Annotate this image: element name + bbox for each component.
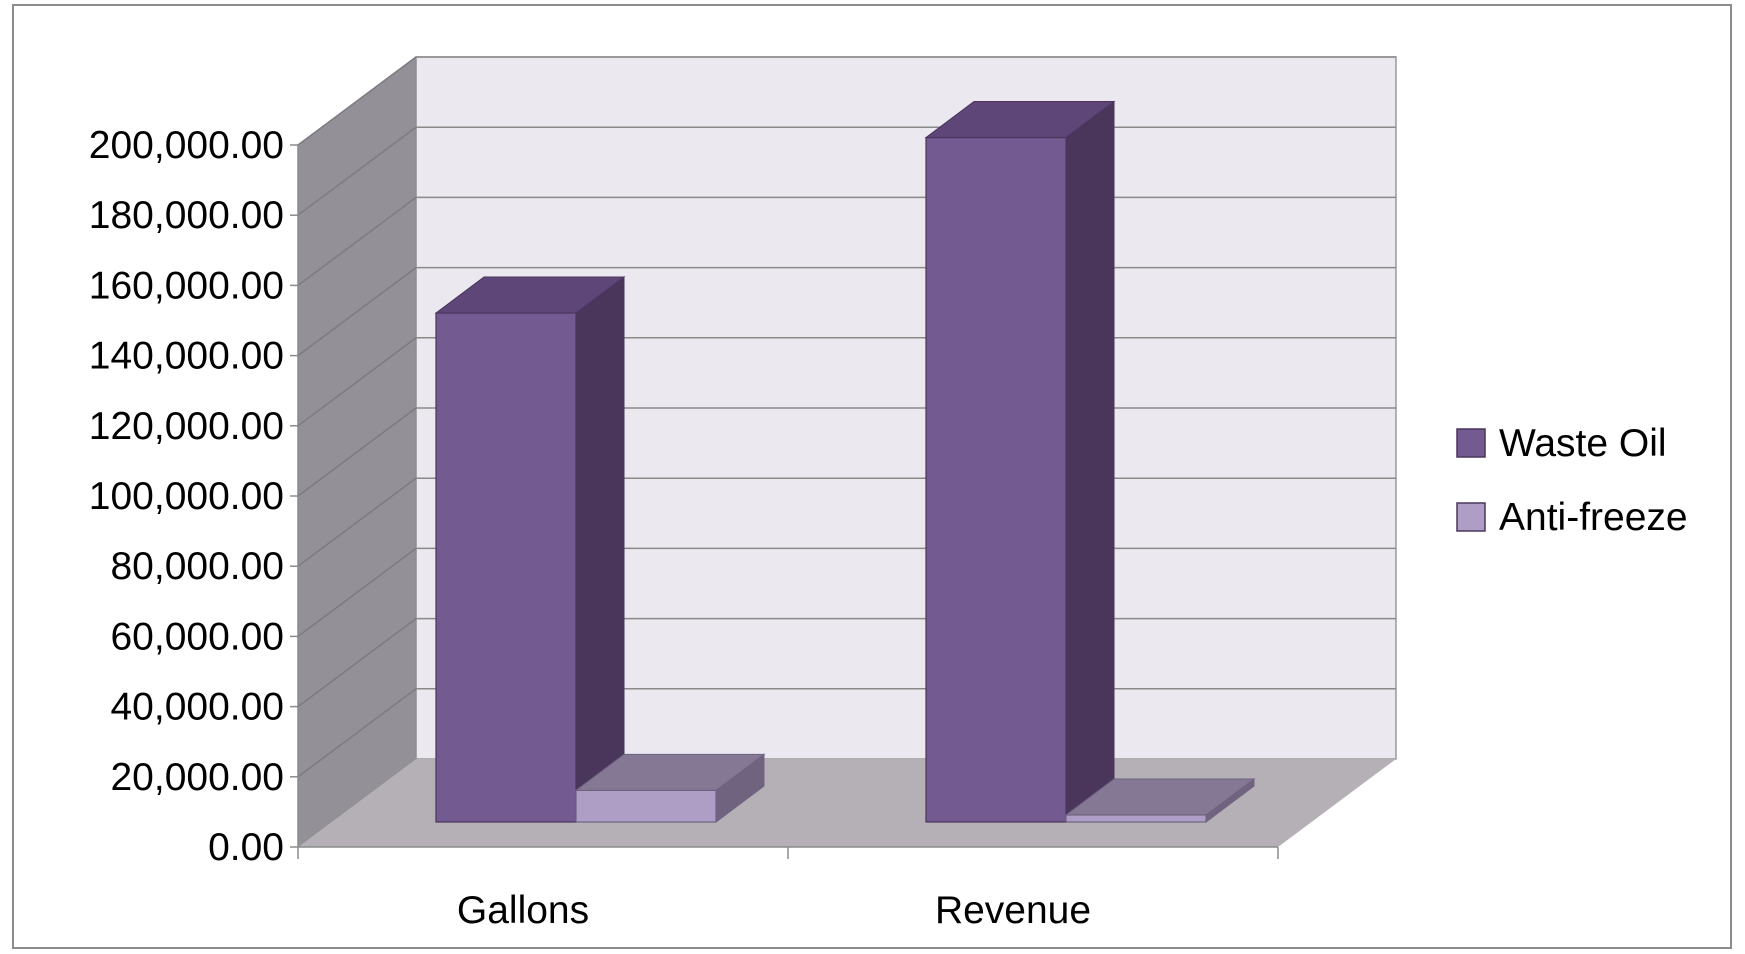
side-gridline bbox=[297, 617, 417, 708]
legend-label-anti-freeze: Anti-freeze bbox=[1499, 496, 1688, 539]
legend: Waste Oil Anti-freeze bbox=[1456, 422, 1688, 539]
y-tick-label-6: 120,000.00 bbox=[89, 405, 284, 448]
x-axis-category-labels: Gallons Revenue bbox=[457, 889, 1091, 932]
side-gridline bbox=[297, 407, 417, 497]
y-tick-label-8: 160,000.00 bbox=[89, 264, 284, 307]
side-gridline bbox=[297, 266, 417, 357]
legend-swatch-anti-freeze bbox=[1456, 502, 1486, 532]
bars bbox=[434, 100, 1256, 823]
y-axis-tick-labels: 0.00 20,000.00 40,000.00 60,000.00 80,00… bbox=[89, 124, 284, 869]
bar-side-waste-oil-revenue bbox=[1065, 100, 1115, 823]
side-gridline bbox=[297, 477, 417, 567]
bar-side-waste-oil-gallons bbox=[575, 276, 625, 823]
y-tick-label-2: 40,000.00 bbox=[110, 686, 284, 729]
y-tick-label-9: 180,000.00 bbox=[89, 194, 284, 237]
y-tick-label-7: 140,000.00 bbox=[89, 335, 284, 378]
bar-front-anti-freeze-gallons bbox=[575, 789, 717, 823]
side-gridline bbox=[297, 688, 417, 778]
y-tick-label-10: 200,000.00 bbox=[89, 124, 284, 167]
side-gridline bbox=[297, 56, 417, 146]
bar-front-waste-oil-revenue bbox=[925, 136, 1067, 823]
axes bbox=[290, 144, 1279, 859]
y-tick-label-5: 100,000.00 bbox=[89, 475, 284, 518]
legend-label-waste-oil: Waste Oil bbox=[1499, 422, 1667, 465]
bar-front-waste-oil-gallons bbox=[435, 312, 577, 823]
y-tick-label-3: 60,000.00 bbox=[110, 615, 284, 658]
x-category-label-gallons: Gallons bbox=[457, 889, 589, 932]
legend-swatch-waste-oil bbox=[1456, 428, 1486, 458]
y-tick-label-0: 0.00 bbox=[208, 826, 284, 869]
side-gridline bbox=[297, 547, 417, 638]
bar-front-anti-freeze-revenue bbox=[1065, 814, 1207, 823]
y-tick-label-4: 80,000.00 bbox=[110, 545, 284, 588]
side-gridline bbox=[297, 337, 417, 427]
y-tick-label-1: 20,000.00 bbox=[110, 756, 284, 799]
side-gridline bbox=[297, 196, 417, 287]
x-category-label-revenue: Revenue bbox=[935, 889, 1091, 932]
side-gridline bbox=[297, 126, 417, 216]
